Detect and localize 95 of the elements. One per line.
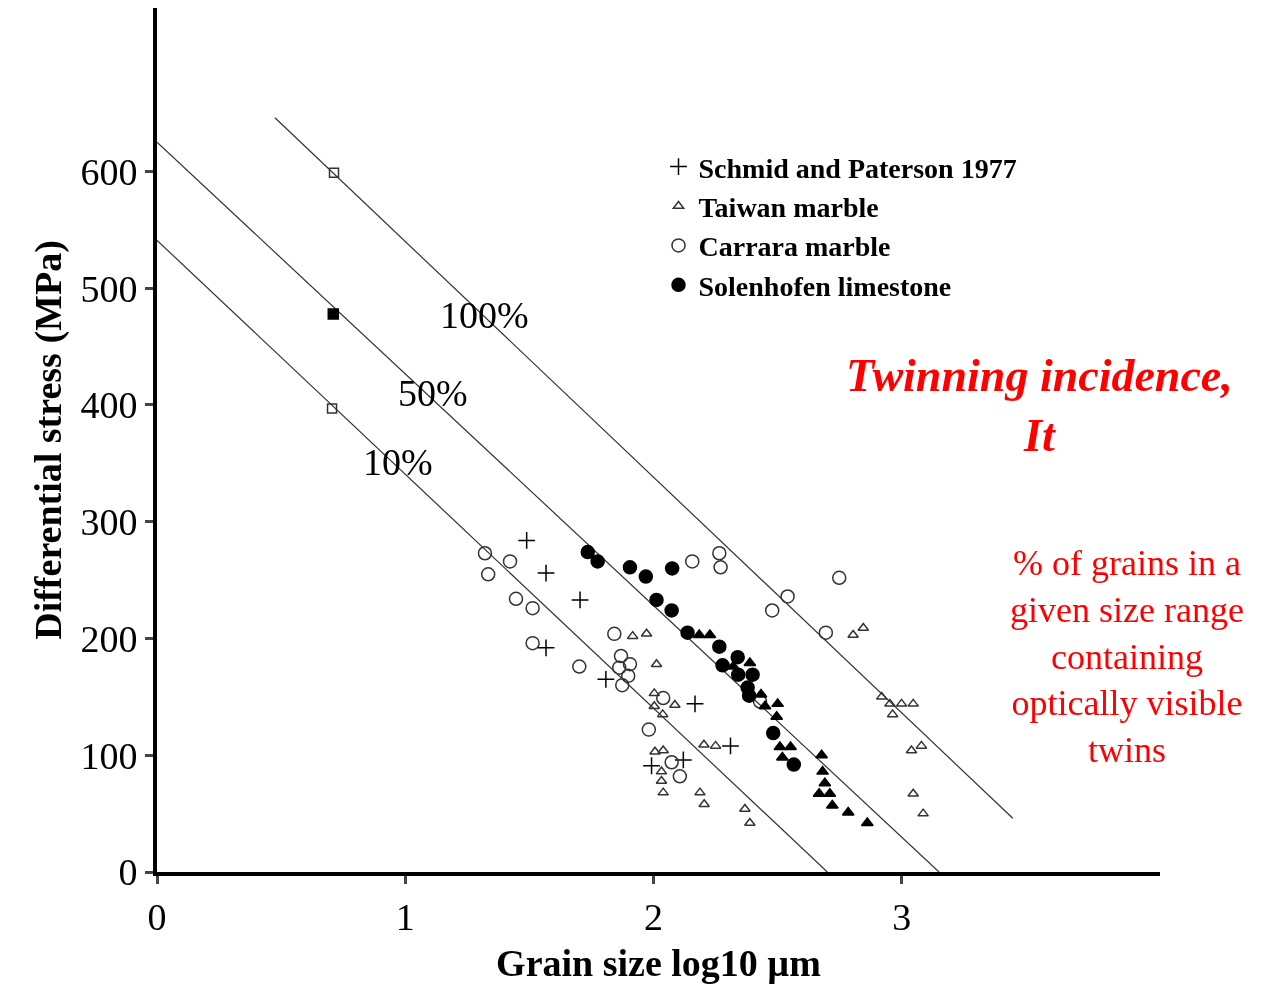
point <box>508 591 524 607</box>
point <box>674 750 693 770</box>
point <box>327 308 340 320</box>
point <box>525 600 540 616</box>
point <box>525 635 540 651</box>
point <box>784 741 798 751</box>
point <box>620 668 636 684</box>
point <box>685 694 705 714</box>
annotation: Twinning incidence, It <box>846 350 1233 461</box>
point <box>765 725 781 741</box>
y-tick-label: 300 <box>80 501 138 544</box>
point <box>612 660 627 675</box>
point <box>648 700 661 710</box>
point <box>477 546 493 561</box>
point <box>590 554 605 569</box>
point <box>328 167 340 178</box>
point <box>712 546 727 561</box>
y-tick-label: 500 <box>80 267 138 310</box>
point <box>536 563 556 583</box>
point <box>692 629 706 639</box>
point <box>664 561 680 576</box>
point <box>770 710 784 720</box>
x-tick-label: 2 <box>644 895 664 938</box>
point <box>832 570 847 586</box>
point <box>825 799 839 809</box>
point <box>775 751 789 761</box>
point <box>613 648 629 664</box>
point <box>780 589 795 604</box>
point <box>818 777 832 787</box>
point <box>730 667 746 682</box>
point <box>664 603 679 618</box>
point <box>680 625 695 640</box>
legend-label: Carrara marble <box>698 231 891 263</box>
point <box>649 592 664 608</box>
point <box>741 688 757 703</box>
legend-label: Taiwan marble <box>698 191 879 223</box>
y-tick-label: 400 <box>80 384 138 427</box>
point <box>672 769 688 784</box>
x-axis-title: Grain size log10 µm <box>496 942 821 985</box>
point <box>517 531 536 550</box>
legend-label: Schmid and Paterson 1977 <box>698 152 1017 184</box>
y-tick-label: 200 <box>80 617 138 660</box>
point <box>664 755 679 770</box>
point <box>642 756 661 775</box>
point <box>607 626 622 642</box>
x-tick-label: 0 <box>147 895 167 938</box>
point <box>641 722 657 737</box>
point <box>860 817 874 827</box>
point <box>771 698 785 708</box>
y-axis-title: Differential stress (MPa) <box>27 240 71 640</box>
x-tick-label: 1 <box>395 895 415 938</box>
point <box>502 554 518 569</box>
point <box>743 657 757 667</box>
point <box>758 700 772 710</box>
point <box>655 690 671 706</box>
point <box>536 638 556 657</box>
y-tick-label: 0 <box>118 851 138 894</box>
point <box>649 746 661 755</box>
point <box>650 658 663 668</box>
point <box>703 629 717 639</box>
point <box>668 699 681 709</box>
annotation: % of grains in a given size range containing optically visible twins <box>1010 543 1244 771</box>
point <box>754 688 768 698</box>
point <box>622 656 638 672</box>
point <box>726 660 740 670</box>
point <box>615 677 630 693</box>
point <box>721 736 740 756</box>
point <box>812 788 826 798</box>
point <box>638 569 654 584</box>
point <box>570 590 590 610</box>
point <box>596 670 616 689</box>
point <box>713 560 728 575</box>
legend-label: Solenhofen limestone <box>698 270 952 302</box>
point <box>712 639 727 654</box>
point <box>786 757 802 772</box>
point <box>326 403 338 414</box>
point <box>816 765 830 775</box>
point <box>580 544 595 560</box>
x-tick-label: 3 <box>892 895 912 938</box>
point <box>685 554 700 569</box>
point <box>815 749 829 759</box>
y-tick-label: 600 <box>80 150 138 193</box>
point <box>572 659 587 674</box>
point <box>764 603 780 618</box>
point <box>626 630 639 640</box>
point <box>745 667 760 682</box>
point <box>694 787 706 796</box>
point <box>715 658 730 673</box>
point <box>841 806 855 816</box>
point <box>480 567 496 582</box>
point <box>823 788 837 798</box>
point <box>622 560 638 575</box>
point <box>818 625 834 640</box>
y-tick-label: 100 <box>80 734 138 777</box>
point <box>730 649 745 665</box>
